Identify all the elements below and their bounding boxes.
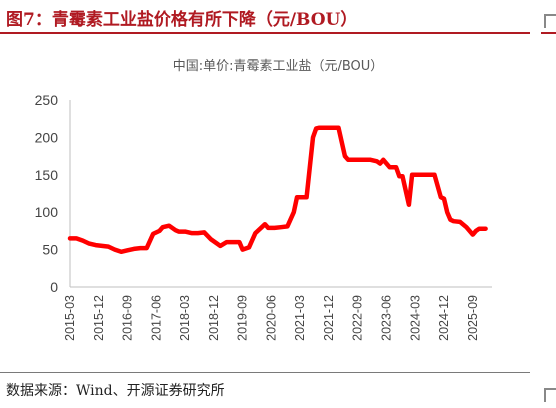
- x-tick-label: 2025-09: [466, 295, 480, 341]
- chart-title: 中国:单价:青霉素工业盐（元/BOU）: [173, 59, 384, 74]
- source-divider: [0, 372, 530, 373]
- x-tick-label: 2017-06: [149, 295, 163, 341]
- title-underline: [0, 32, 530, 34]
- y-tick-label: 150: [35, 167, 59, 183]
- y-tick-label: 0: [50, 279, 58, 295]
- x-tick-label: 2024-12: [437, 295, 451, 341]
- figure-title: 图7：青霉素工业盐价格有所下降（元/BOU）: [6, 10, 358, 30]
- y-tick-label: 200: [35, 129, 59, 145]
- x-tick-labels: 2015-03 2015-12 2016-09 2017-06 2018-03 2018-…: [63, 295, 480, 341]
- x-tick-label: 2021-03: [293, 295, 307, 341]
- y-tick-labels: 0 50 100 150 200 250: [35, 92, 59, 295]
- y-tick-label: 100: [35, 204, 59, 220]
- adjacent-figure-underline: [541, 32, 556, 34]
- x-tick-label: 2018-03: [178, 295, 192, 341]
- x-tick-label: 2022-09: [351, 295, 365, 341]
- y-tick-label: 250: [35, 92, 59, 108]
- adjacent-figure-fragment-bottom: [541, 384, 556, 404]
- x-tick-label: 2015-03: [63, 295, 77, 341]
- price-series-line: [67, 125, 488, 255]
- x-tick-label: 2024-03: [408, 295, 422, 341]
- x-tick-label: 2019-09: [236, 295, 250, 341]
- adjacent-figure-fragment: [541, 10, 556, 30]
- line-chart: 中国:单价:青霉素工业盐（元/BOU） 0 50 100 150 200 250 2015…: [35, 59, 492, 341]
- x-tick-label: 2021-12: [322, 295, 336, 341]
- x-tick-label: 2015-12: [92, 295, 106, 341]
- x-tick-label: 2023-06: [380, 295, 394, 341]
- data-source-note: 数据来源：Wind、开源证券研究所: [6, 383, 225, 399]
- y-tick-label: 50: [42, 242, 58, 258]
- x-tick-label: 2018-12: [207, 295, 221, 341]
- x-tick-label: 2020-06: [264, 295, 278, 341]
- x-tick-label: 2016-09: [121, 295, 135, 341]
